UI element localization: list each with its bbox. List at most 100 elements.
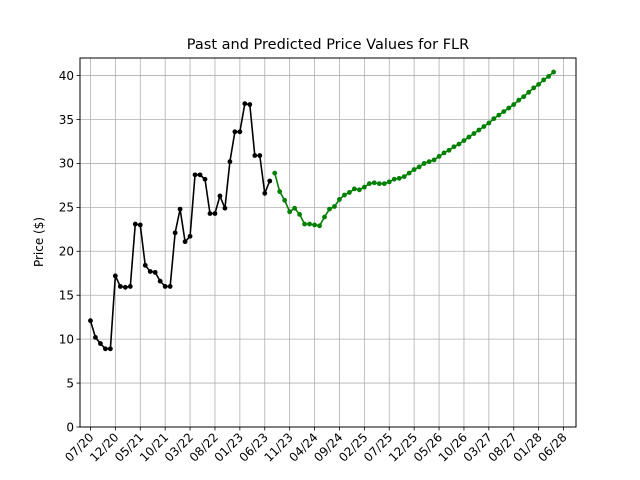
predicted-data-point [322, 214, 327, 220]
predicted-data-point [287, 209, 293, 215]
y-tick-label: 20 [59, 245, 74, 259]
predicted-data-point [342, 192, 347, 198]
predicted-data-point [327, 206, 332, 212]
predicted-data-point [436, 154, 442, 159]
past-data-point [212, 211, 218, 216]
predicted-data-point [347, 190, 352, 195]
predicted-data-point [461, 138, 467, 143]
predicted-data-point [297, 211, 303, 217]
past-data-point [172, 230, 178, 236]
predicted-data-point [282, 197, 288, 203]
predicted-data-point [307, 221, 312, 227]
predicted-data-point [317, 223, 322, 229]
predicted-data-point [361, 184, 367, 190]
y-axis-label: Price ($) [32, 217, 46, 267]
predicted-data-point [337, 197, 342, 202]
x-tick-label: 06/28 [535, 430, 569, 464]
y-tick-label: 35 [59, 113, 74, 127]
predicted-data-point [551, 69, 556, 75]
predicted-data-point [302, 221, 307, 227]
y-tick-label: 0 [66, 420, 74, 434]
predicted-data-point [506, 105, 512, 111]
past-data-point [237, 129, 243, 135]
predicted-data-point [516, 97, 522, 103]
y-tick-label: 40 [59, 69, 74, 83]
past-data-point [262, 190, 268, 196]
predicted-data-point [466, 134, 472, 140]
past-data-point [182, 239, 188, 245]
predicted-data-point [521, 94, 527, 100]
past-data-point [112, 273, 118, 279]
past-data-point [267, 178, 273, 184]
y-axis: 0 5 10 15 20 25 30 35 40 [59, 69, 80, 434]
past-data-point [232, 129, 238, 135]
past-data-point [187, 233, 193, 239]
predicted-data-point [536, 81, 542, 87]
predicted-data-point [292, 205, 298, 211]
past-data-point [192, 172, 198, 178]
grid-lines [80, 58, 576, 428]
past-data-point [167, 284, 173, 289]
predicted-data-point [451, 144, 457, 150]
predicted-data-point [441, 150, 447, 156]
past-data-point [142, 262, 148, 268]
predicted-data-point [411, 167, 417, 172]
past-data-point [162, 284, 168, 289]
predicted-data-point [391, 176, 397, 182]
predicted-data-point [277, 189, 283, 194]
predicted-data-point [416, 164, 422, 170]
y-tick-label: 15 [59, 289, 74, 303]
y-tick-label: 30 [59, 157, 74, 171]
predicted-data-point [366, 181, 372, 187]
predicted-data-point [406, 170, 412, 176]
past-data-point [132, 221, 138, 227]
past-data-point [157, 278, 163, 284]
past-data-point [88, 318, 93, 324]
past-data-point [127, 284, 133, 289]
past-data-point [147, 269, 153, 274]
x-axis: 07/2012/2005/2110/2103/2208/2201/2306/23… [62, 427, 570, 465]
past-data-point [117, 284, 123, 289]
series-group [88, 69, 556, 352]
past-data-point [122, 284, 128, 290]
predicted-data-point [272, 170, 278, 176]
y-tick-label: 5 [66, 376, 74, 390]
past-data-point [137, 222, 143, 228]
predicted-data-point [456, 141, 462, 147]
past-data-point [217, 193, 223, 199]
predicted-data-point [381, 181, 387, 187]
predicted-data-point [501, 109, 507, 114]
past-data-point [227, 159, 233, 165]
past-data-point [202, 176, 208, 182]
predicted-data-point [531, 85, 537, 91]
predicted-data-point [401, 174, 407, 180]
past-data-point [257, 153, 263, 158]
y-tick-label: 10 [59, 332, 74, 346]
y-tick-label: 25 [59, 201, 74, 215]
past-data-point [103, 346, 108, 352]
past-data-point [152, 269, 158, 275]
predicted-data-point [396, 175, 402, 181]
predicted-data-point [481, 124, 487, 129]
past-data-point [242, 101, 248, 107]
past-data-point [207, 211, 213, 216]
predicted-data-point [471, 131, 477, 136]
predicted-data-point [426, 159, 432, 165]
past-data-point [252, 153, 258, 158]
past-data-point [222, 205, 228, 211]
predicted-data-point [312, 222, 317, 228]
predicted-data-point [332, 204, 337, 209]
predicted-data-point [486, 120, 492, 126]
predicted-data-point [496, 112, 502, 118]
predicted-data-point [356, 187, 362, 193]
predicted-data-point [526, 89, 532, 95]
predicted-data-point [476, 127, 482, 133]
plot-frame [79, 57, 577, 428]
past-data-point [93, 334, 98, 340]
predicted-data-point [446, 147, 452, 153]
past-data-point [177, 206, 183, 212]
predicted-data-point [386, 179, 392, 185]
past-series-line [89, 102, 271, 350]
predicted-data-point [431, 157, 437, 163]
